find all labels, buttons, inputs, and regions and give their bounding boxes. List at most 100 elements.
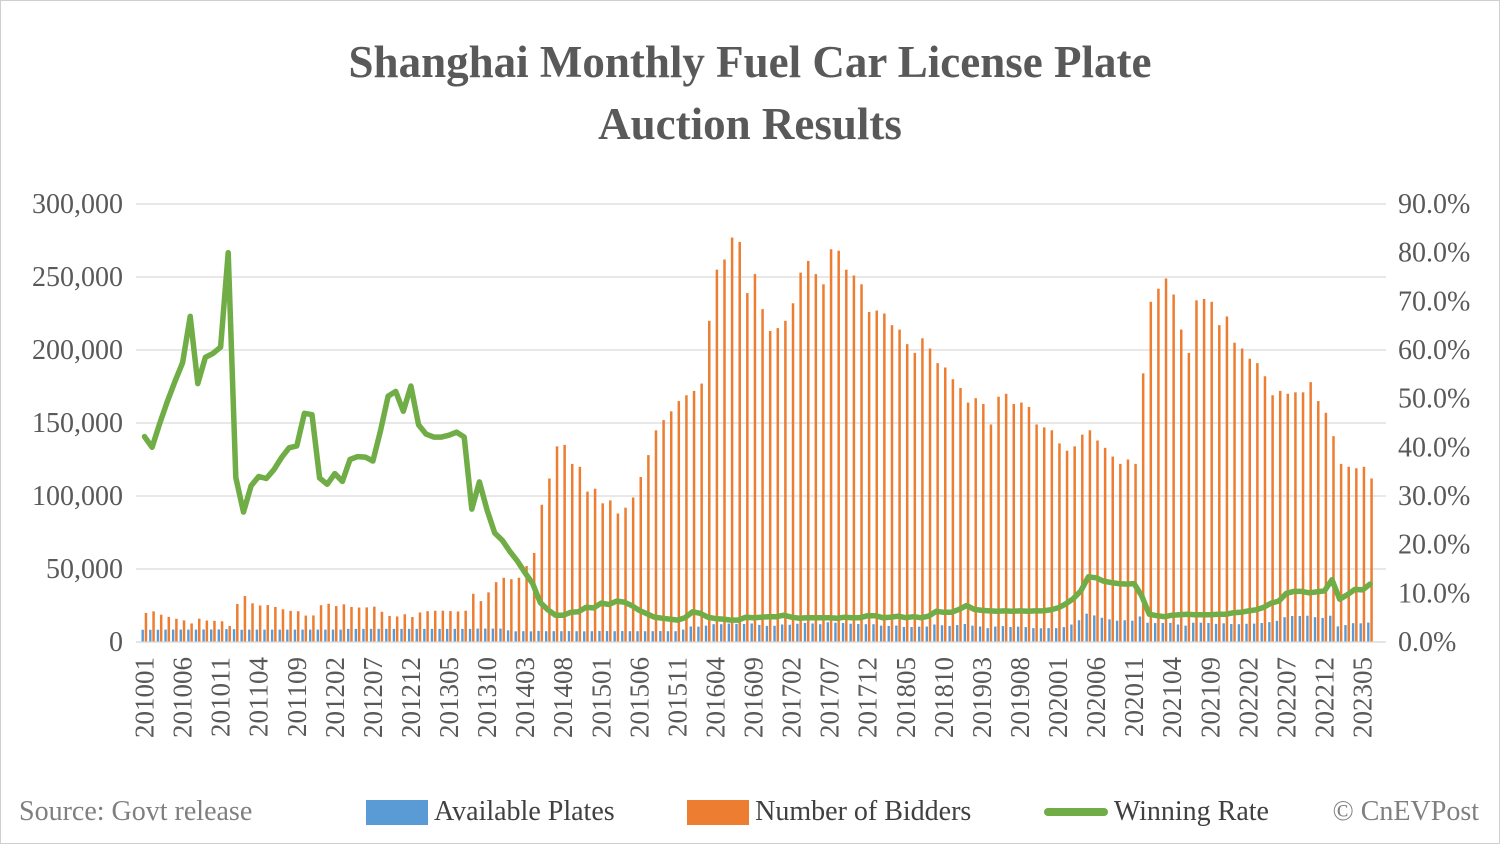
bar-number-of-bidders: [563, 444, 566, 642]
bar-available-plates: [933, 624, 936, 642]
bar-available-plates: [834, 622, 837, 642]
bar-number-of-bidders: [1164, 278, 1168, 642]
bar-available-plates: [255, 629, 259, 642]
bar-available-plates: [164, 629, 167, 642]
x-axis-tick-label: 202207: [1271, 657, 1301, 738]
bar-number-of-bidders: [982, 404, 985, 642]
bar-available-plates: [1153, 623, 1157, 642]
bar-number-of-bidders: [799, 272, 802, 642]
bar-number-of-bidders: [852, 275, 856, 642]
bar-available-plates: [1298, 616, 1301, 642]
bar-number-of-bidders: [373, 606, 376, 642]
bar-number-of-bidders: [1309, 382, 1312, 642]
bar-number-of-bidders: [175, 618, 178, 642]
bar-number-of-bidders: [708, 320, 711, 642]
bar-available-plates: [788, 624, 791, 642]
chart-title-line1: Shanghai Monthly Fuel Car License Plate: [348, 37, 1152, 87]
bar-number-of-bidders: [669, 411, 673, 642]
x-axis-tick-label: 201903: [967, 657, 997, 738]
bar-number-of-bidders: [441, 610, 445, 642]
bar-available-plates: [400, 628, 403, 642]
chart-title: Shanghai Monthly Fuel Car License Plate …: [1, 31, 1499, 155]
bar-number-of-bidders: [806, 260, 810, 642]
bar-available-plates: [385, 628, 388, 642]
x-axis-tick-label: 202212: [1309, 657, 1339, 738]
x-axis-tick-label: 202006: [1081, 657, 1111, 738]
right-axis-tick-label: 80.0%: [1398, 238, 1470, 269]
bar-available-plates: [583, 631, 586, 642]
bar-available-plates: [956, 625, 959, 642]
bar-available-plates: [796, 623, 799, 642]
bar-number-of-bidders: [898, 329, 901, 642]
bar-available-plates: [179, 629, 182, 642]
bar-available-plates: [1169, 622, 1172, 642]
x-axis-tick-label: 201403: [510, 657, 540, 738]
bar-available-plates: [506, 630, 510, 642]
bar-available-plates: [1351, 623, 1355, 642]
bar-number-of-bidders: [989, 424, 993, 642]
x-axis-tick-label: 201310: [472, 657, 502, 738]
bar-number-of-bidders: [571, 463, 574, 642]
bar-available-plates: [248, 629, 251, 642]
bar-available-plates: [742, 624, 746, 642]
bar-number-of-bidders: [236, 604, 239, 642]
bar-number-of-bidders: [1027, 406, 1031, 642]
bar-available-plates: [567, 631, 571, 642]
legend-label-winning-rate: Winning Rate: [1113, 796, 1269, 827]
left-axis-tick-label: 100,000: [32, 481, 123, 512]
bar-number-of-bidders: [768, 331, 772, 642]
x-axis-tick-label: 201810: [929, 657, 959, 738]
bar-number-of-bidders: [312, 615, 315, 642]
bar-number-of-bidders: [730, 237, 734, 642]
bar-number-of-bidders: [365, 607, 368, 642]
bar-number-of-bidders: [692, 390, 696, 642]
bar-available-plates: [826, 622, 830, 642]
bar-available-plates: [712, 624, 715, 642]
bar-available-plates: [1275, 620, 1279, 642]
bar-number-of-bidders: [1332, 436, 1335, 642]
bar-available-plates: [1100, 617, 1104, 642]
bar-available-plates: [1290, 616, 1294, 642]
right-axis-tick-label: 30.0%: [1398, 481, 1470, 512]
bar-number-of-bidders: [1362, 466, 1366, 642]
bar-number-of-bidders: [1172, 294, 1175, 642]
bar-available-plates: [1321, 617, 1324, 642]
x-axis-tick-label: 201604: [700, 657, 730, 739]
winning-rate-line: [141, 249, 1373, 623]
left-axis-tick-label: 250,000: [32, 262, 123, 293]
bar-number-of-bidders: [525, 566, 528, 642]
bar-available-plates: [240, 629, 243, 642]
bar-available-plates: [225, 629, 228, 642]
x-axis-tick-label: 201104: [244, 657, 274, 737]
legend-item-number-of-bidders: Number of Bidders: [687, 796, 971, 828]
bar-number-of-bidders: [487, 592, 490, 642]
bar-available-plates: [362, 628, 365, 642]
bar-available-plates: [446, 628, 449, 642]
bar-available-plates: [1184, 625, 1187, 642]
bar-available-plates: [643, 631, 647, 642]
bar-available-plates: [765, 625, 769, 642]
bar-number-of-bidders: [1324, 412, 1328, 642]
bar-number-of-bidders: [1202, 298, 1206, 642]
bar-available-plates: [1115, 620, 1119, 642]
bar-number-of-bidders: [1210, 301, 1213, 642]
bar-number-of-bidders: [860, 284, 863, 642]
bar-number-of-bidders: [822, 284, 825, 642]
bar-number-of-bidders: [753, 274, 757, 642]
bar-number-of-bidders: [1065, 450, 1069, 642]
bar-available-plates: [1176, 624, 1180, 642]
bar-available-plates: [1252, 623, 1256, 642]
bar-number-of-bidders: [1225, 316, 1229, 642]
right-axis-tick-label: 70.0%: [1398, 286, 1470, 317]
bar-number-of-bidders: [974, 398, 977, 642]
bar-available-plates: [986, 628, 989, 642]
bar-available-plates: [857, 624, 860, 642]
x-axis-tick-label: 202202: [1233, 657, 1263, 738]
bar-available-plates: [286, 629, 289, 642]
bar-available-plates: [1138, 616, 1142, 642]
bar-available-plates: [841, 623, 845, 642]
bar-number-of-bidders: [1355, 468, 1358, 642]
bar-number-of-bidders: [921, 338, 924, 642]
right-axis-tick-label: 10.0%: [1398, 578, 1470, 609]
bar-available-plates: [293, 629, 297, 642]
